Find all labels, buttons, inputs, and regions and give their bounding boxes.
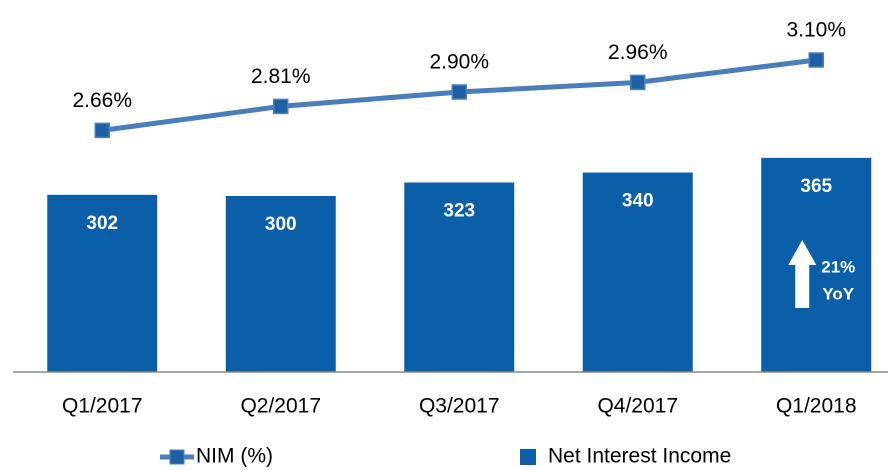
bar-value-label: 323 [443, 201, 475, 222]
yoy-annotation: 21% [821, 257, 855, 276]
yoy-annotation: YoY [822, 284, 854, 303]
x-tick-label: Q1/2018 [776, 395, 857, 418]
x-tick-label: Q3/2017 [419, 395, 500, 418]
line-marker [273, 98, 289, 115]
x-tick-label: Q2/2017 [240, 395, 321, 418]
legend-swatch [520, 449, 536, 465]
bar-value-label: 302 [86, 213, 118, 234]
legend-marker [169, 449, 185, 465]
legend-label: NIM (%) [196, 445, 273, 468]
bar-value-label: 340 [622, 191, 654, 212]
bar-value-label: 365 [800, 176, 832, 197]
bar [225, 196, 336, 372]
line-value-label: 2.81% [251, 65, 311, 88]
bar [761, 157, 872, 372]
bar-value-label: 300 [265, 214, 297, 235]
line-marker [808, 52, 824, 68]
bar [404, 182, 515, 372]
yoy-arrow [788, 240, 817, 308]
line-marker [451, 84, 467, 100]
line-value-label: 3.10% [786, 19, 846, 42]
bar [47, 194, 158, 372]
legend-label: Net Interest Income [548, 445, 731, 468]
line-marker [94, 122, 110, 139]
line-marker [630, 74, 646, 91]
line-value-label: 2.96% [608, 41, 668, 64]
x-tick-label: Q1/2017 [62, 395, 143, 418]
x-tick-label: Q4/2017 [597, 395, 678, 418]
line-value-label: 2.90% [429, 51, 489, 74]
line-value-label: 2.66% [72, 89, 132, 112]
bar [582, 172, 693, 372]
